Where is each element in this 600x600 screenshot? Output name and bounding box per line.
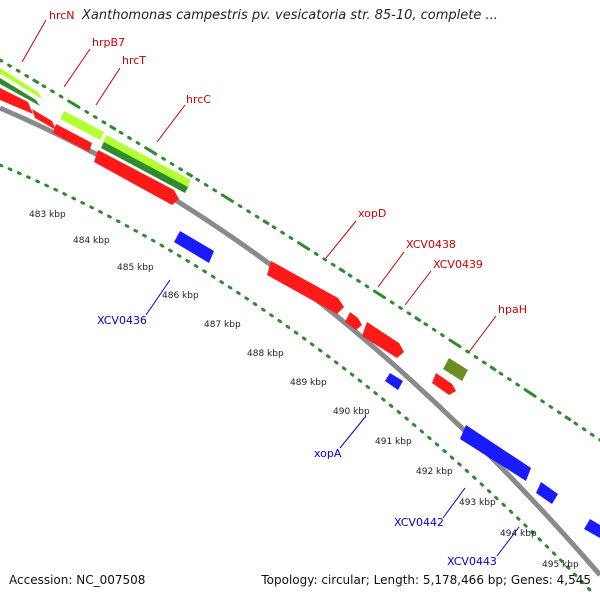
gene-label: XCV0436 [97, 314, 147, 327]
gene-label: hrcT [122, 54, 146, 67]
leader-lines [21, 19, 520, 557]
gene-label: XCV0442 [394, 516, 444, 529]
tick-label: 483 kbp [29, 210, 66, 220]
gene-xopA-block [385, 373, 403, 390]
accession-label: Accession: NC_007508 [9, 573, 146, 587]
gene-label: xopA [314, 447, 342, 460]
gene-red-2 [32, 109, 56, 130]
gene-red-4 [94, 150, 179, 205]
outer-ruler [0, 58, 600, 442]
tick-label: 493 kbp [459, 498, 496, 508]
reverse-genes [174, 231, 600, 538]
gene-red-6 [432, 373, 456, 395]
gene-label: hrpB7 [92, 36, 125, 49]
genome-backbone [0, 105, 600, 577]
gene-label: XCV0443 [447, 555, 497, 568]
tick-label: 492 kbp [416, 467, 453, 477]
tick-label: 494 kbp [500, 529, 537, 539]
tick-label: 484 kbp [73, 236, 110, 246]
tick-label: 495 kbp [542, 560, 579, 570]
gene-xopD-block [267, 261, 344, 314]
gene-label: hpaH [498, 303, 527, 316]
forward-genes [0, 68, 468, 395]
gene-XCV0443-block [536, 482, 558, 504]
gene-XCV0439-block [362, 322, 404, 358]
tick-label: 488 kbp [247, 349, 284, 359]
inner-ruler [0, 163, 592, 592]
gene-XCV0442-block [460, 425, 531, 481]
gene-hrcC-block [102, 135, 191, 190]
tick-label: 489 kbp [290, 378, 327, 388]
gene-labels: hrcN hrpB7 hrcT hrcC xopD XCV0438 XCV043… [49, 9, 527, 568]
gene-label: XCV0438 [406, 238, 456, 251]
gene-hrcN-block [0, 68, 42, 99]
gene-hpaH-block [443, 358, 468, 381]
gene-label: hrcN [49, 9, 75, 22]
gene-hrcT-block [60, 111, 104, 140]
gene-XCV0436-block [174, 231, 214, 263]
gene-red-5 [345, 312, 362, 330]
genome-title: Xanthomonas campestris pv. vesicatoria s… [82, 8, 498, 23]
topology-label: Topology: circular; Length: 5,178,466 bp… [261, 573, 591, 587]
gene-label: XCV0439 [433, 258, 483, 271]
tick-label: 486 kbp [162, 291, 199, 301]
gene-red-3 [53, 124, 92, 152]
tick-label: 491 kbp [375, 437, 412, 447]
gene-blue-edge [584, 519, 600, 538]
ruler-tick-labels: 483 kbp 484 kbp 485 kbp 486 kbp 487 kbp … [29, 210, 579, 570]
gene-label: xopD [358, 207, 386, 220]
tick-label: 490 kbp [333, 407, 370, 417]
gene-hrcC-shadow [101, 142, 188, 193]
tick-label: 485 kbp [117, 263, 154, 273]
gene-label: hrcC [186, 93, 211, 106]
tick-label: 487 kbp [204, 320, 241, 330]
gene-hrcN-shadow [0, 78, 40, 106]
gene-red-1 [0, 88, 33, 114]
